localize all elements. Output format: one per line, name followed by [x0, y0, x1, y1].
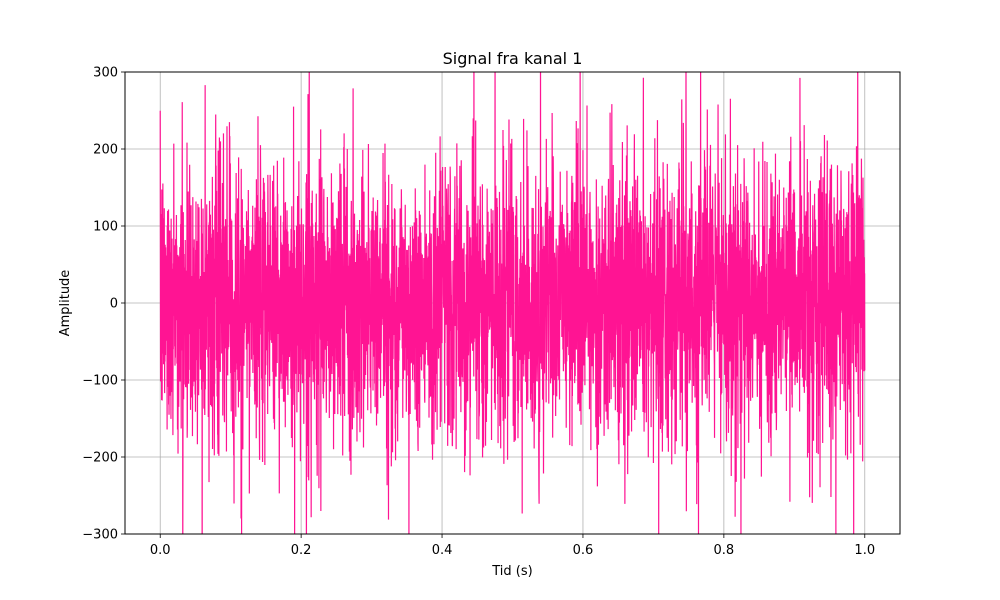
y-tick-label: 200	[93, 143, 118, 158]
y-tick-label: 100	[93, 220, 118, 235]
y-axis-label: Amplitude	[58, 270, 73, 337]
x-tick-label: 0.0	[150, 543, 171, 558]
x-tick-label: 0.8	[714, 543, 735, 558]
y-tick-label: 300	[93, 66, 118, 81]
chart-title: Signal fra kanal 1	[443, 49, 583, 68]
x-tick-label: 0.2	[291, 543, 312, 558]
signal-line	[159, 72, 866, 534]
y-axis-ticks: −300 −200 −100 0 100 200 300	[82, 66, 125, 543]
x-tick-label: 0.4	[432, 543, 453, 558]
x-tick-label: 0.6	[573, 543, 594, 558]
y-tick-label: −300	[82, 528, 118, 543]
y-tick-label: −200	[82, 451, 118, 466]
y-tick-label: −100	[82, 374, 118, 389]
x-axis-ticks: 0.0 0.2 0.4 0.6 0.8 1.0	[150, 534, 875, 558]
y-tick-label: 0	[110, 297, 118, 312]
x-axis-label: Tid (s)	[491, 564, 532, 579]
x-tick-label: 1.0	[854, 543, 875, 558]
plot-area	[159, 72, 866, 534]
